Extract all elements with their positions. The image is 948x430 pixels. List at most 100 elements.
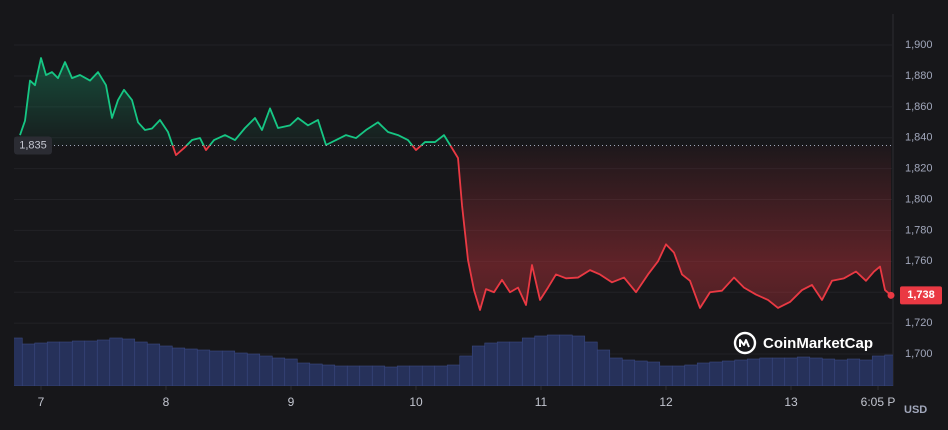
volume-bar	[296, 362, 311, 386]
x-tick-label: 11	[535, 395, 548, 409]
volume-bar	[884, 354, 893, 386]
y-tick-label: 1,780	[905, 224, 933, 236]
y-tick-label: 1,720	[905, 317, 933, 329]
volume-bar	[709, 361, 723, 386]
y-tick-label: 1,900	[905, 39, 933, 51]
volume-bar	[784, 357, 798, 386]
volume-bar	[834, 359, 848, 386]
volume-bar	[496, 341, 511, 386]
baseline-label-box	[14, 136, 52, 155]
x-tick-label: 10	[409, 395, 423, 409]
watermark-logo-mark	[739, 339, 750, 348]
volume-bar	[184, 348, 198, 386]
plot	[14, 57, 893, 311]
area-fill	[20, 58, 891, 310]
watermark-text: CoinMarketCap	[763, 335, 873, 352]
baseline-label: 1,835	[19, 139, 47, 151]
volume-bar	[171, 347, 186, 386]
volume-bar	[146, 343, 161, 386]
volume-bar	[721, 360, 736, 386]
volume-bar	[159, 345, 173, 386]
x-tick-label: 8	[163, 395, 170, 409]
volume-bar	[34, 342, 48, 386]
x-tick-label: 6:05 P	[861, 395, 896, 409]
volume-bar	[421, 365, 436, 386]
volume-bar	[196, 349, 211, 386]
volume-bar	[346, 365, 361, 386]
volume-bar	[384, 366, 398, 386]
volume-bar	[571, 335, 586, 386]
watermark: CoinMarketCap	[733, 331, 873, 355]
volume-bar	[821, 358, 836, 386]
x-tick-label: 13	[784, 395, 798, 409]
volume-bar	[446, 364, 461, 386]
volume-bar	[546, 334, 561, 386]
volume-bar	[796, 356, 811, 386]
volume-bar	[584, 341, 598, 386]
price-line	[19, 57, 892, 311]
y-tick-label: 1,840	[905, 132, 933, 144]
volume-bar	[859, 359, 873, 386]
volume-bar	[634, 360, 648, 386]
volume-bar	[134, 341, 148, 386]
x-tick-label: 12	[659, 395, 673, 409]
y-tick-label: 1,760	[905, 255, 933, 267]
y-tick-label: 1,700	[905, 348, 933, 360]
y-tick-label: 1,820	[905, 163, 933, 175]
volume-bar	[21, 343, 36, 386]
volume-bar	[321, 364, 336, 386]
volume-bar	[284, 358, 298, 386]
volume-bar	[396, 365, 411, 386]
volume-bar	[371, 365, 386, 386]
volume-bar	[409, 365, 423, 386]
volume-bar	[221, 350, 236, 386]
y-tick-label: 1,880	[905, 70, 933, 82]
volume-bar	[96, 339, 111, 386]
volume-bar	[271, 357, 286, 386]
volume-bar	[109, 337, 123, 386]
volume-bar	[46, 341, 61, 386]
volume-bar	[771, 357, 786, 386]
last-price-box	[900, 286, 942, 305]
volume-bar	[734, 359, 748, 386]
last-price-dot	[887, 291, 895, 299]
volume-bar	[234, 352, 248, 386]
volume-bar	[621, 359, 636, 386]
volume-bar	[309, 363, 323, 386]
watermark-logo	[733, 331, 757, 355]
volume-bar	[696, 362, 711, 386]
volume-bar	[521, 337, 536, 386]
volume-bar	[759, 357, 773, 386]
volume-bar	[246, 353, 261, 386]
labels: 1,7001,7201,7401,7601,7801,8001,8201,840…	[14, 39, 942, 409]
last-price-label: 1,738	[907, 289, 935, 301]
volume-bar	[121, 338, 136, 386]
volume-bar	[559, 334, 573, 386]
volume-bar	[846, 358, 861, 386]
volume-bar	[659, 365, 673, 386]
volume-bar	[459, 355, 473, 386]
volume-bar	[684, 364, 698, 386]
x-tick-label: 7	[38, 395, 45, 409]
volume-bar	[746, 358, 761, 386]
volume-bar	[646, 361, 661, 386]
volume-bar	[871, 355, 886, 386]
y-tick-label: 1,800	[905, 193, 933, 205]
volume-bar	[84, 340, 98, 386]
volume-bar	[484, 342, 498, 386]
volume-bar	[471, 345, 486, 386]
volume-bar	[596, 349, 611, 386]
volume-bars	[14, 334, 893, 386]
volume-bar	[259, 355, 273, 386]
currency-label: USD	[904, 404, 927, 416]
volume-bar	[434, 365, 448, 386]
volume-bar	[209, 350, 223, 386]
volume-bar	[671, 365, 686, 386]
y-tick-label: 1,860	[905, 101, 933, 113]
volume-bar	[71, 340, 86, 386]
volume-bar	[809, 357, 823, 386]
volume-bar	[509, 341, 523, 386]
volume-bar	[59, 341, 73, 386]
